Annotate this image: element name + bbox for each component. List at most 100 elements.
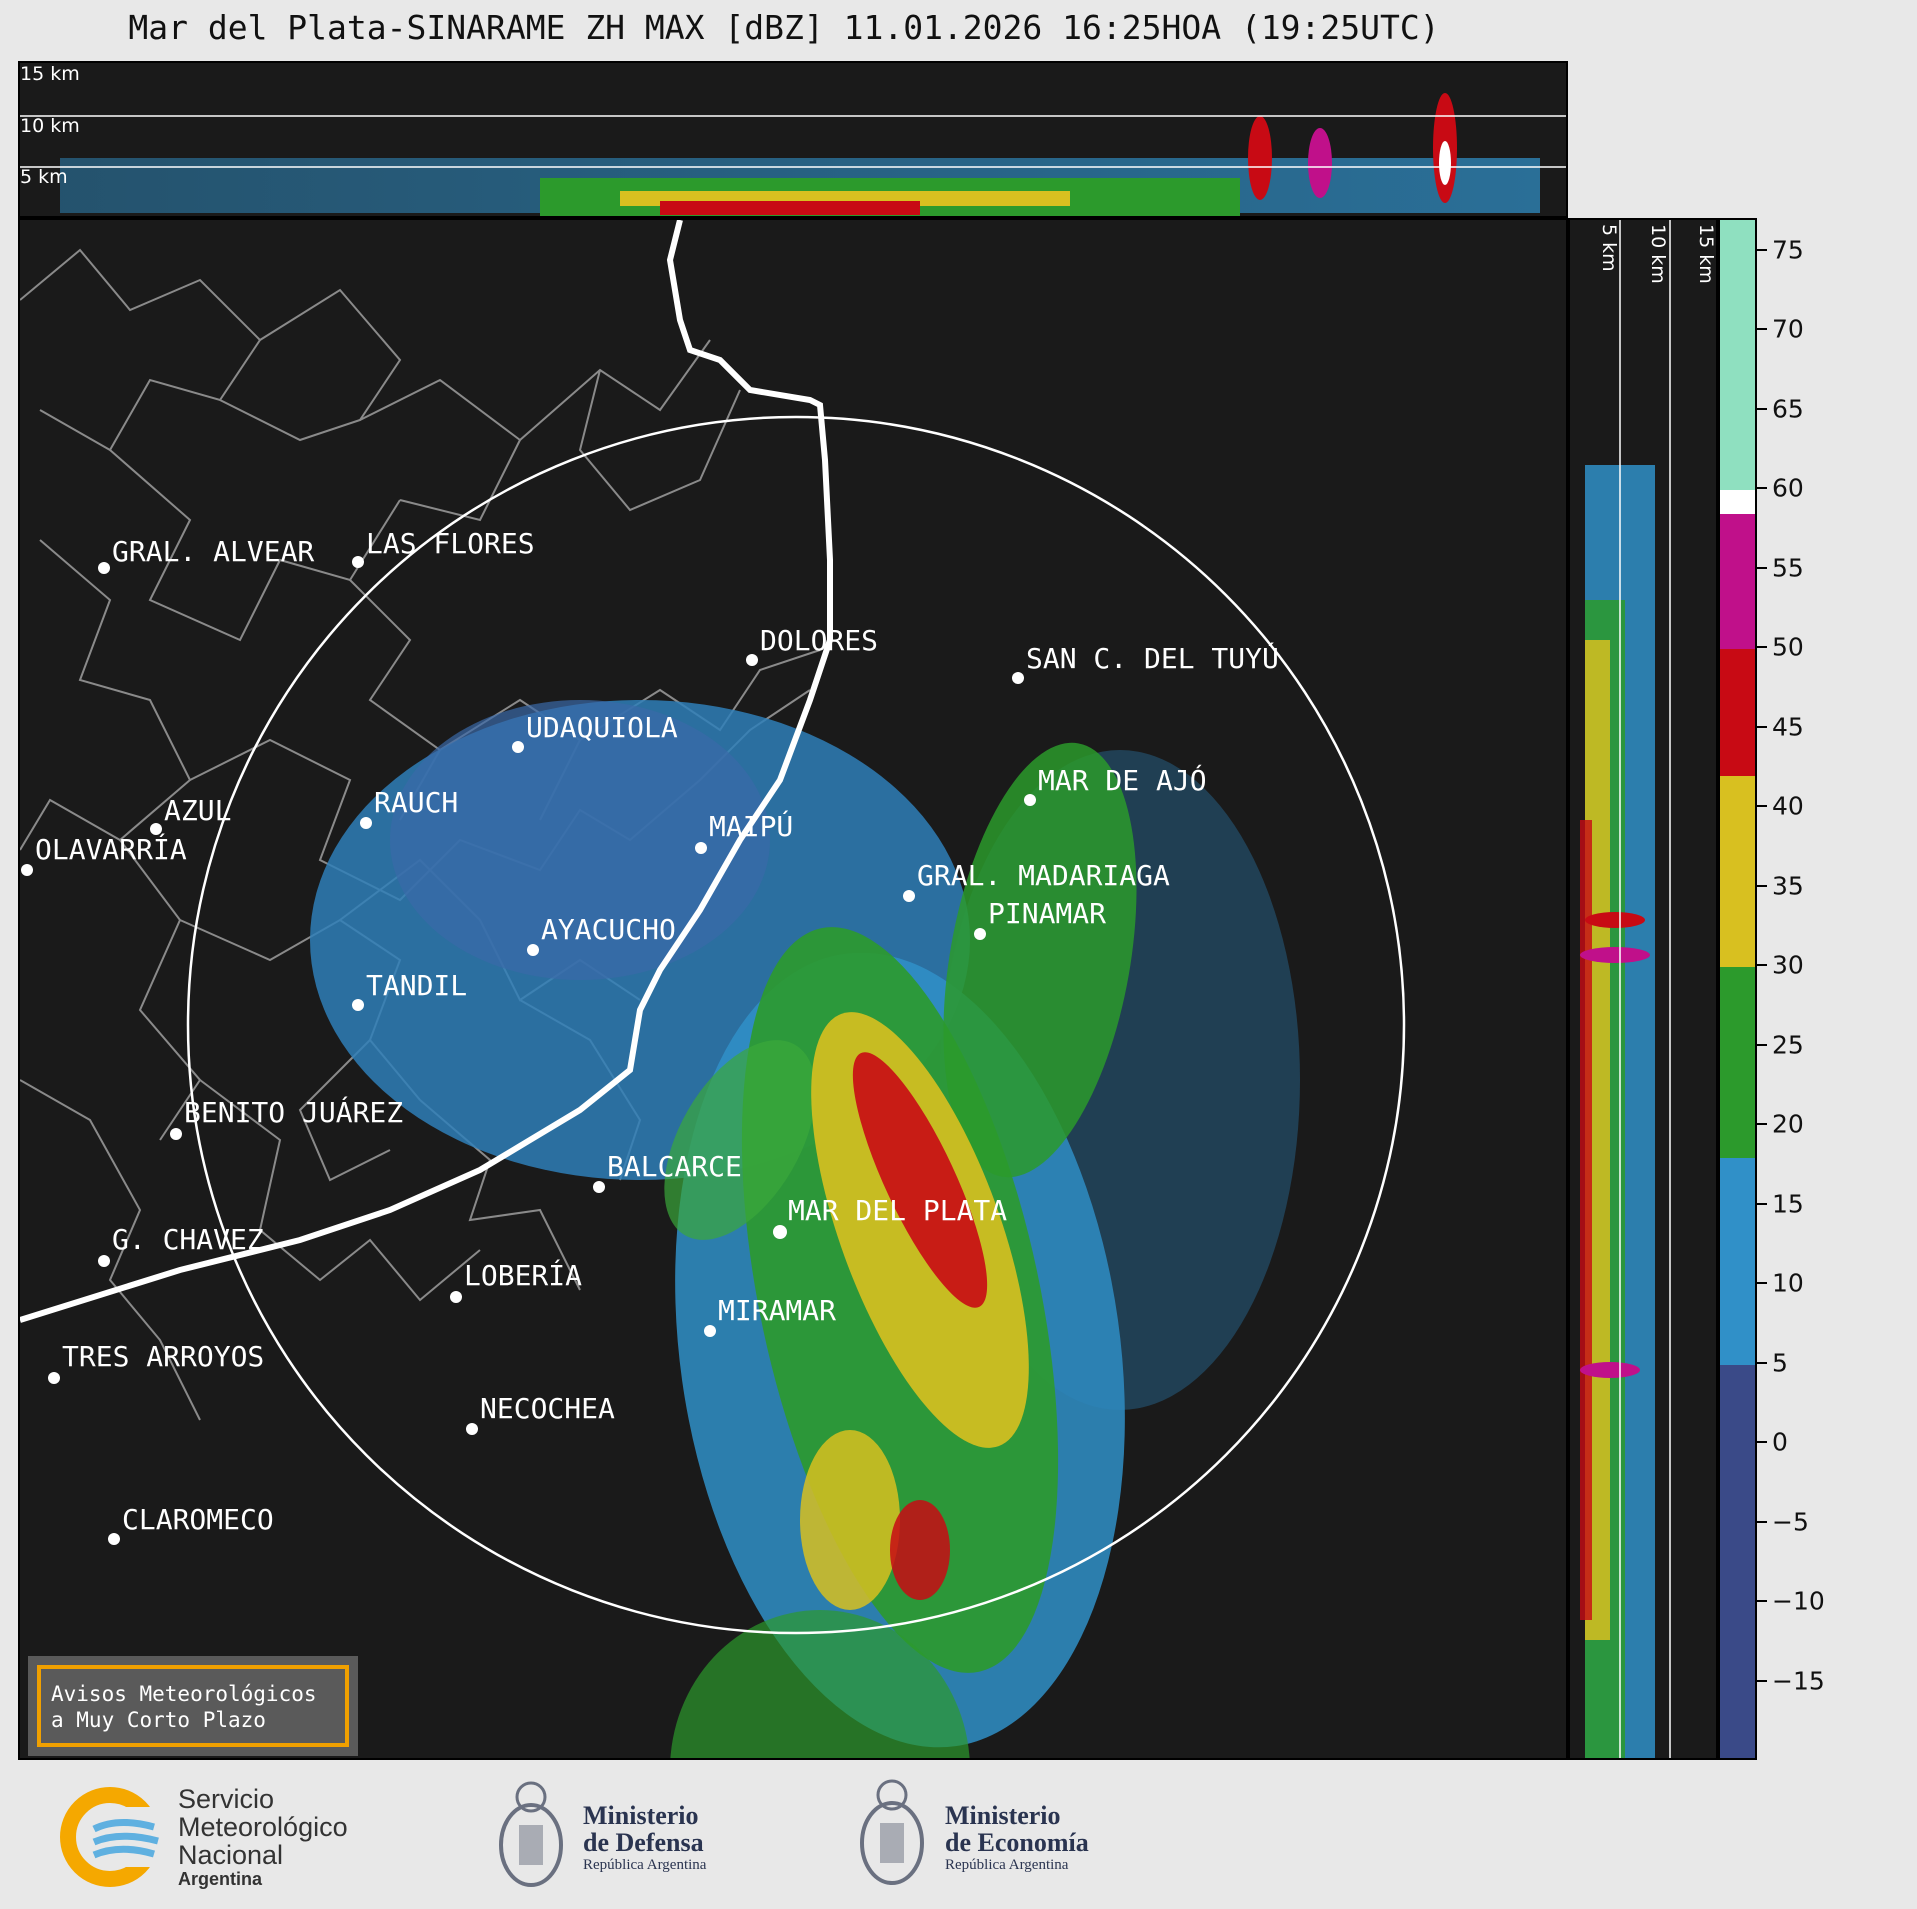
city-label: BALCARCE: [607, 1150, 742, 1183]
city-dot: [360, 817, 372, 829]
echo-green-sw: [670, 1610, 970, 1758]
avisos-line-1: Avisos Meteorológicos: [51, 1682, 317, 1706]
colorbar-tick: [1757, 407, 1767, 410]
city-dot: [974, 928, 986, 940]
colorbar-tick-label: 15: [1772, 1189, 1804, 1219]
colorbar-tick-label: −10: [1772, 1586, 1825, 1616]
avisos-badge-frame: Avisos Meteorológicos a Muy Corto Plazo: [37, 1665, 349, 1747]
city-dot: [352, 556, 364, 568]
colorbar-tick: [1757, 1123, 1767, 1126]
city-dot: [150, 823, 162, 835]
colorbar: [1718, 218, 1757, 1760]
city-label: MAIPÚ: [709, 809, 793, 843]
colorbar-tick-label: 60: [1772, 473, 1804, 503]
colorbar-segment: [1720, 490, 1755, 515]
city-dot: [593, 1181, 605, 1193]
city-label: NECOCHEA: [480, 1392, 615, 1425]
colorbar-tick: [1757, 1282, 1767, 1285]
city-dot: [170, 1128, 182, 1140]
city-dot: [527, 944, 539, 956]
city-label: DOLORES: [760, 624, 878, 657]
colorbar-tick: [1757, 248, 1767, 251]
colorbar-tick: [1757, 884, 1767, 887]
radar-echoes: [310, 700, 1300, 1758]
colorbar-segment: [1720, 1157, 1755, 1365]
top-echo-cell-2: [1308, 128, 1332, 198]
defensa-emblem-icon: [494, 1775, 568, 1895]
smn-line-1: Servicio: [178, 1784, 275, 1814]
avisos-line-2: a Muy Corto Plazo: [51, 1708, 266, 1732]
city-dot: [695, 842, 707, 854]
colorbar-tick: [1757, 1600, 1767, 1603]
colorbar-tick: [1757, 1520, 1767, 1523]
colorbar-tick-label: 5: [1772, 1348, 1788, 1378]
city-label: MIRAMAR: [718, 1294, 836, 1327]
defensa-line-3: República Argentina: [583, 1857, 707, 1873]
echo-blue-field-2: [390, 700, 770, 980]
colorbar-tick-label: 0: [1772, 1427, 1788, 1457]
city-dot: [903, 890, 915, 902]
city-dot: [108, 1533, 120, 1545]
colorbar-tick: [1757, 805, 1767, 808]
side-cross-section-panel: 5 km 10 km 15 km: [1568, 218, 1718, 1760]
colorbar-tick: [1757, 1202, 1767, 1205]
top-echo-red: [660, 201, 920, 215]
city-dot: [450, 1291, 462, 1303]
colorbar-segment: [1720, 514, 1755, 650]
city-label: AYACUCHO: [541, 913, 676, 946]
colorbar-tick-label: −15: [1772, 1666, 1825, 1695]
echo-red-core: [852, 1052, 988, 1308]
colorbar-segment: [1720, 1364, 1755, 1758]
colorbar-tick-label: 55: [1772, 553, 1804, 583]
top-cross-section-panel: 15 km 10 km 5 km: [18, 61, 1568, 218]
colorbar-tick-label: 45: [1772, 712, 1804, 742]
city-label: BENITO JUÁREZ: [184, 1095, 403, 1129]
colorbar-tick: [1757, 1043, 1767, 1046]
smn-line-4: Argentina: [178, 1869, 263, 1889]
city-dot: [1012, 672, 1024, 684]
colorbar-tick-label: 25: [1772, 1030, 1804, 1060]
colorbar-tick-label: 40: [1772, 791, 1804, 821]
city-dot: [773, 1225, 787, 1239]
smn-line-3: Nacional: [178, 1840, 284, 1870]
city-label: G. CHAVEZ: [112, 1223, 264, 1256]
colorbar-tick: [1757, 566, 1767, 569]
colorbar-tick-label: 20: [1772, 1109, 1804, 1139]
side-alt-label-15: 15 km: [1695, 224, 1716, 284]
radar-map-panel: GRAL. ALVEAR LAS FLORES DOLORES SAN C. D…: [18, 218, 1568, 1760]
top-cross-section-svg: 15 km 10 km 5 km: [20, 63, 1566, 216]
city-label: AZUL: [164, 794, 231, 827]
economia-line-3: República Argentina: [945, 1857, 1069, 1873]
top-alt-label-15: 15 km: [20, 63, 80, 85]
coastline: [20, 220, 833, 1323]
colorbar-tick: [1757, 964, 1767, 967]
side-echo-cell-3: [1580, 1362, 1640, 1378]
top-alt-label-10: 10 km: [20, 115, 80, 137]
city-label: GRAL. ALVEAR: [112, 535, 314, 568]
colorbar-tick: [1757, 646, 1767, 649]
city-label: SAN C. DEL TUYÚ: [1026, 641, 1279, 675]
colorbar-tick-label: 75: [1772, 235, 1804, 265]
city-label: RAUCH: [374, 786, 458, 819]
city-label: PINAMAR: [988, 897, 1106, 930]
city-label: LAS FLORES: [366, 527, 535, 560]
defensa-logo-text: Ministerio de Defensa República Argentin…: [583, 1802, 706, 1874]
economia-line-2: de Economía: [945, 1828, 1089, 1857]
city-label: MAR DE AJÓ: [1038, 763, 1207, 797]
city-label: LOBERÍA: [464, 1258, 582, 1292]
city-dot: [466, 1423, 478, 1435]
city-label: MAR DEL PLATA: [788, 1194, 1007, 1227]
colorbar-tick: [1757, 1441, 1767, 1444]
city-dot: [48, 1372, 60, 1384]
city-markers: GRAL. ALVEAR LAS FLORES DOLORES SAN C. D…: [21, 527, 1279, 1545]
side-alt-label-5: 5 km: [1598, 224, 1620, 272]
colorbar-tick-label: 70: [1772, 314, 1804, 344]
colorbar-tick: [1757, 1361, 1767, 1364]
colorbar-tick-label: 65: [1772, 394, 1804, 424]
colorbar-segment: [1720, 776, 1755, 968]
city-dot: [512, 741, 524, 753]
top-alt-label-5: 5 km: [20, 166, 68, 188]
colorbar-segment: [1720, 649, 1755, 777]
city-label: CLAROMECO: [122, 1503, 274, 1536]
radar-map-svg: GRAL. ALVEAR LAS FLORES DOLORES SAN C. D…: [20, 220, 1406, 1758]
